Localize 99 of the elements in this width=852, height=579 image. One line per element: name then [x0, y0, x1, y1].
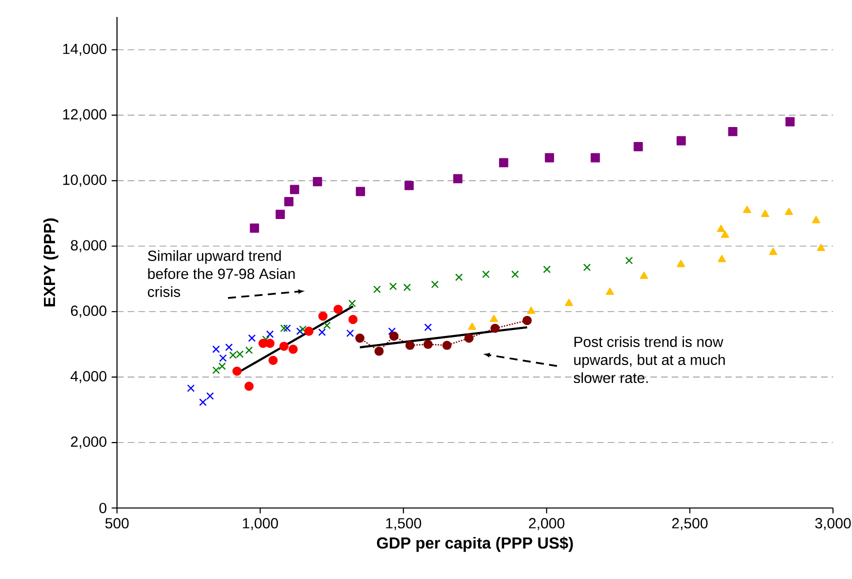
y-tick-label: 6,000 [71, 306, 106, 318]
point [356, 186, 366, 196]
point [511, 270, 519, 278]
y-tick-label: 12,000 [63, 109, 106, 122]
point [199, 398, 207, 406]
point [346, 329, 354, 338]
annotation: Post crisis trend is now upwards, but at a much slower rate. [574, 336, 725, 384]
point [769, 248, 778, 255]
x-axis-title: GDP per capita (PPP US$) [376, 536, 573, 552]
y-tick-label: 8,000 [70, 240, 106, 252]
point [268, 356, 278, 365]
y-tick-label: 10,000 [63, 174, 106, 187]
point [564, 298, 574, 306]
point [455, 273, 463, 282]
point [348, 300, 356, 308]
point [218, 362, 226, 370]
point [606, 288, 614, 295]
point [248, 334, 256, 342]
point [355, 334, 364, 343]
point [212, 345, 220, 354]
point [453, 174, 462, 184]
point [583, 264, 591, 272]
point [312, 177, 322, 186]
point [348, 314, 358, 324]
y-axis-title: EXPY (PPP) [43, 218, 58, 306]
point [284, 197, 294, 206]
point [244, 382, 254, 391]
point [499, 158, 508, 168]
point [544, 153, 554, 162]
point [424, 324, 432, 332]
point [288, 344, 298, 354]
point [212, 366, 220, 374]
point [296, 327, 304, 336]
point [279, 342, 289, 351]
point [522, 316, 532, 326]
point [245, 346, 253, 354]
point [634, 142, 643, 152]
point [812, 216, 820, 224]
x-tick-label: 500 [105, 518, 129, 528]
point [266, 330, 274, 338]
point [206, 392, 214, 400]
point [405, 340, 415, 350]
point [442, 340, 452, 350]
point [676, 136, 686, 146]
point [334, 304, 343, 314]
point [219, 354, 227, 362]
point [403, 284, 411, 292]
point [784, 208, 793, 216]
point [250, 224, 260, 233]
x-tick-label: 2,000 [528, 518, 564, 530]
point [785, 117, 795, 126]
point [431, 280, 439, 288]
point [265, 338, 275, 348]
point [290, 184, 300, 194]
point [318, 312, 328, 321]
point [299, 325, 307, 334]
x-tick-label: 1,500 [386, 518, 422, 530]
point [543, 266, 551, 274]
point [187, 384, 195, 392]
point [276, 210, 285, 219]
point [761, 210, 770, 217]
point [323, 322, 331, 330]
x-tick-label: 3,000 [815, 518, 851, 530]
x-tick-label: 2,500 [672, 518, 708, 530]
point [280, 324, 288, 332]
point [232, 366, 242, 376]
point [404, 180, 414, 190]
y-tick-label: 14,000 [63, 44, 106, 56]
point [676, 260, 685, 268]
point [527, 306, 536, 314]
point [816, 244, 826, 252]
point [490, 314, 498, 322]
point [482, 270, 490, 278]
point [373, 286, 381, 294]
point [728, 126, 738, 136]
y-tick-label: 4,000 [70, 371, 106, 384]
point [283, 324, 291, 332]
x-tick-label: 1,000 [242, 518, 278, 530]
point [389, 282, 397, 290]
y-tick-label: 0 [99, 502, 106, 514]
point [640, 272, 648, 279]
point [490, 324, 500, 333]
point [225, 343, 233, 352]
point [374, 346, 384, 356]
point [468, 322, 476, 330]
y-tick-label: 2,000 [70, 436, 106, 449]
point [718, 254, 726, 262]
point [423, 340, 433, 349]
point [389, 332, 399, 341]
point [464, 334, 474, 343]
point [720, 230, 730, 238]
point [388, 327, 396, 336]
point [716, 224, 726, 232]
annotation: Similar upward trend before the 97-98 Asian crisis [148, 250, 295, 298]
point [743, 206, 752, 214]
point [590, 153, 600, 162]
point [625, 256, 633, 264]
point [318, 328, 326, 336]
point [304, 326, 314, 336]
